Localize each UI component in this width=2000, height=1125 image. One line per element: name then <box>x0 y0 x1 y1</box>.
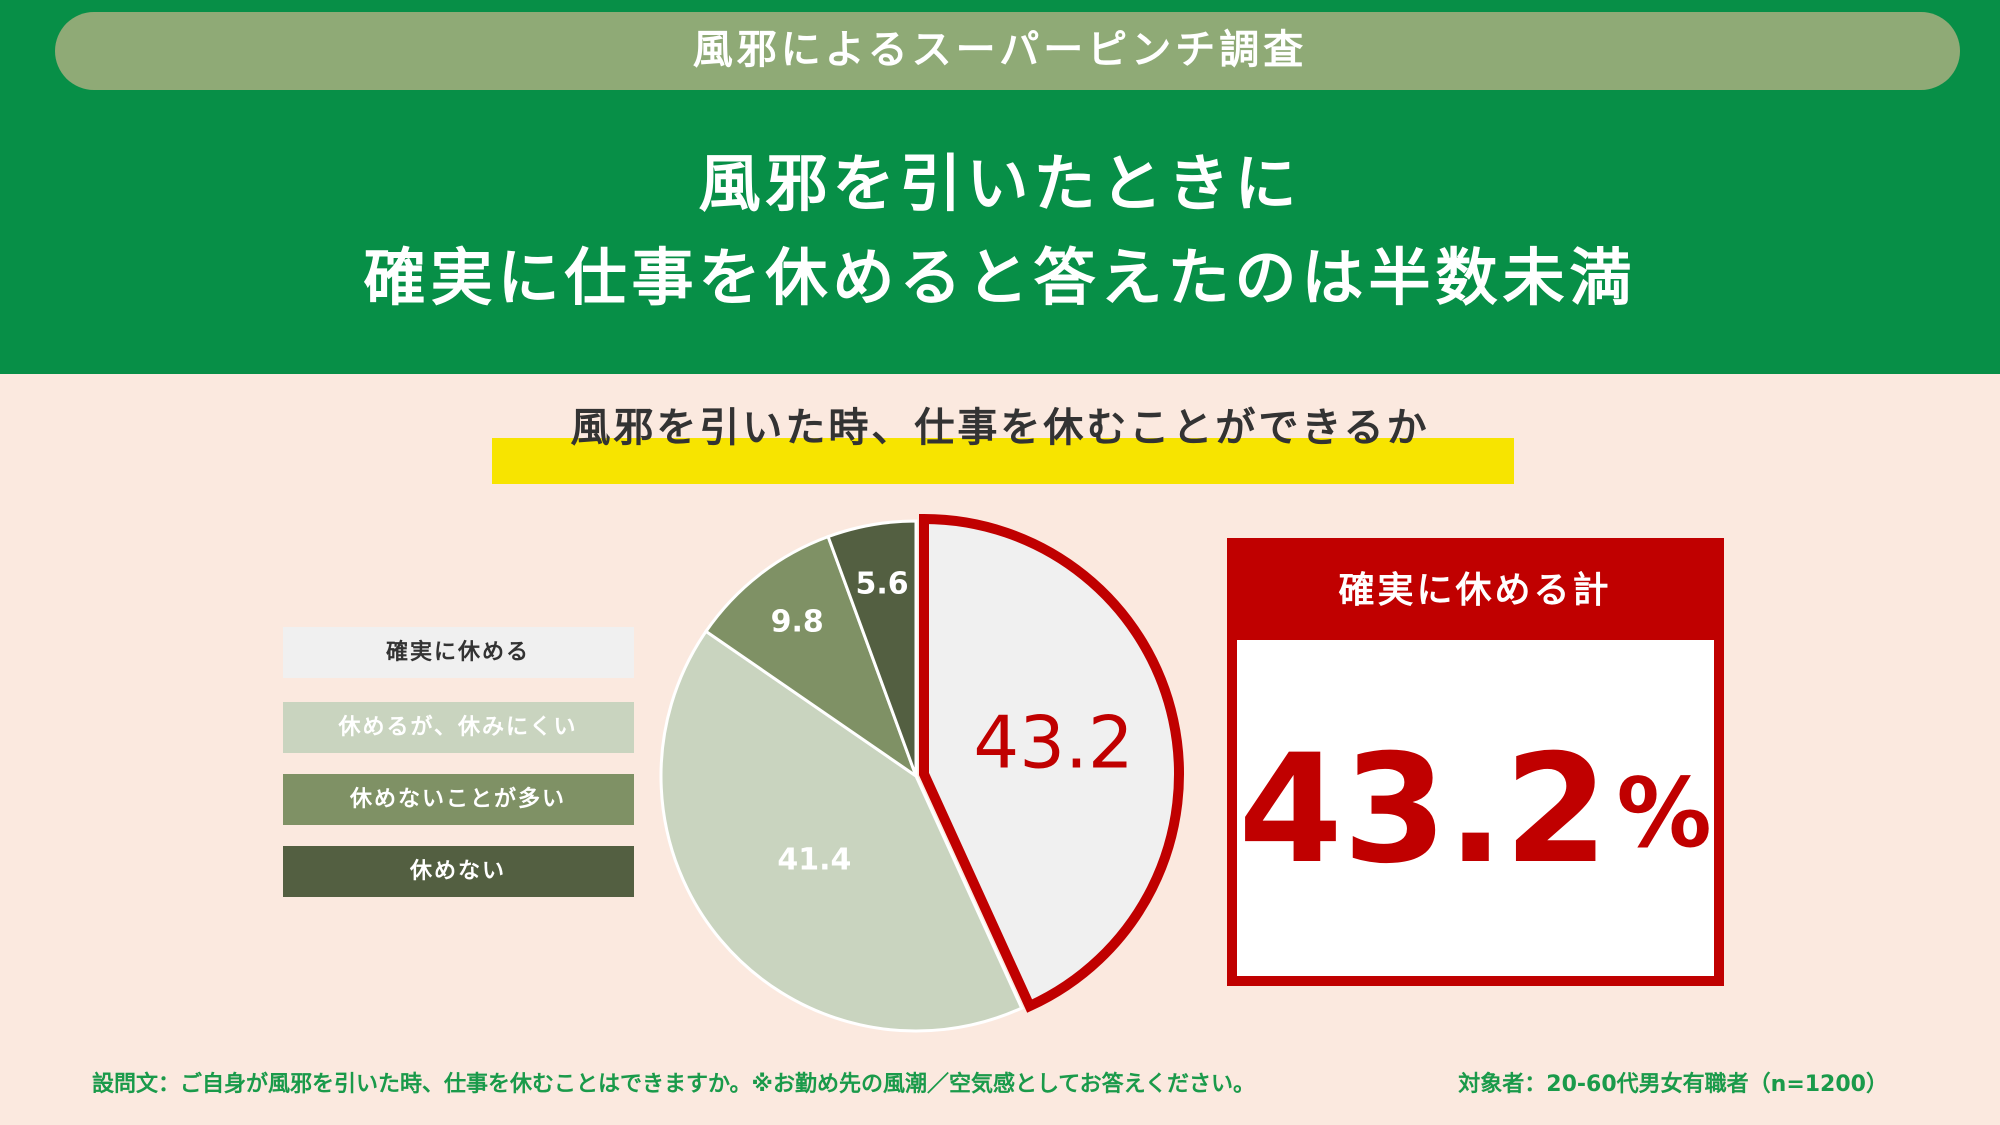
headline: 風邪を引いたときに <box>698 147 1301 220</box>
banner: 風邪によるスーパーピンチ調査 <box>693 27 1307 73</box>
legend-swatch <box>283 846 634 897</box>
banner-pill <box>55 12 1960 90</box>
legend-label: 休めるが、休みにくい <box>337 714 577 740</box>
data-label: 41.4 <box>777 843 851 878</box>
pie-slice <box>659 629 1024 1033</box>
callout-label: 確実に休める計 <box>1338 570 1611 611</box>
pie-slice <box>703 534 920 780</box>
data-label: 5.6 <box>856 567 909 602</box>
pie-slice <box>919 513 1184 1013</box>
legend-label: 確実に休める <box>386 639 530 665</box>
headline: 確実に仕事を休めると答えたのは半数未満 <box>363 241 1636 314</box>
data-label: 43.2 <box>973 700 1133 784</box>
callout-figure: 43.2% <box>1238 723 1711 897</box>
chart-title: 風邪を引いた時、仕事を休むことができるか <box>570 405 1429 451</box>
title-highlight <box>492 438 1514 484</box>
pie-chart: 43.2 41.4 9.8 5.6 確実に休める休めるが、休みにくい休めないことが多い休… <box>283 513 1184 1033</box>
legend-label: 休めない <box>409 859 506 884</box>
footer-target: 対象者：20-60代男女有職者（n=1200） <box>1458 1071 1888 1097</box>
legend-swatch <box>283 627 634 678</box>
legend-swatch <box>283 774 634 825</box>
footer-question: 設問文：ご自身が風邪を引いた時、仕事を休むことはできますか。※お勤め先の風潮／空… <box>92 1071 1255 1097</box>
callout-unit: % <box>1616 759 1711 869</box>
data-label: 9.8 <box>771 604 824 639</box>
pie-slice <box>826 519 918 777</box>
legend-swatch <box>283 702 634 753</box>
callout-value: 43.2 <box>1238 723 1608 897</box>
legend-label: 休めないことが多い <box>349 786 566 812</box>
callout-header <box>1232 543 1719 640</box>
